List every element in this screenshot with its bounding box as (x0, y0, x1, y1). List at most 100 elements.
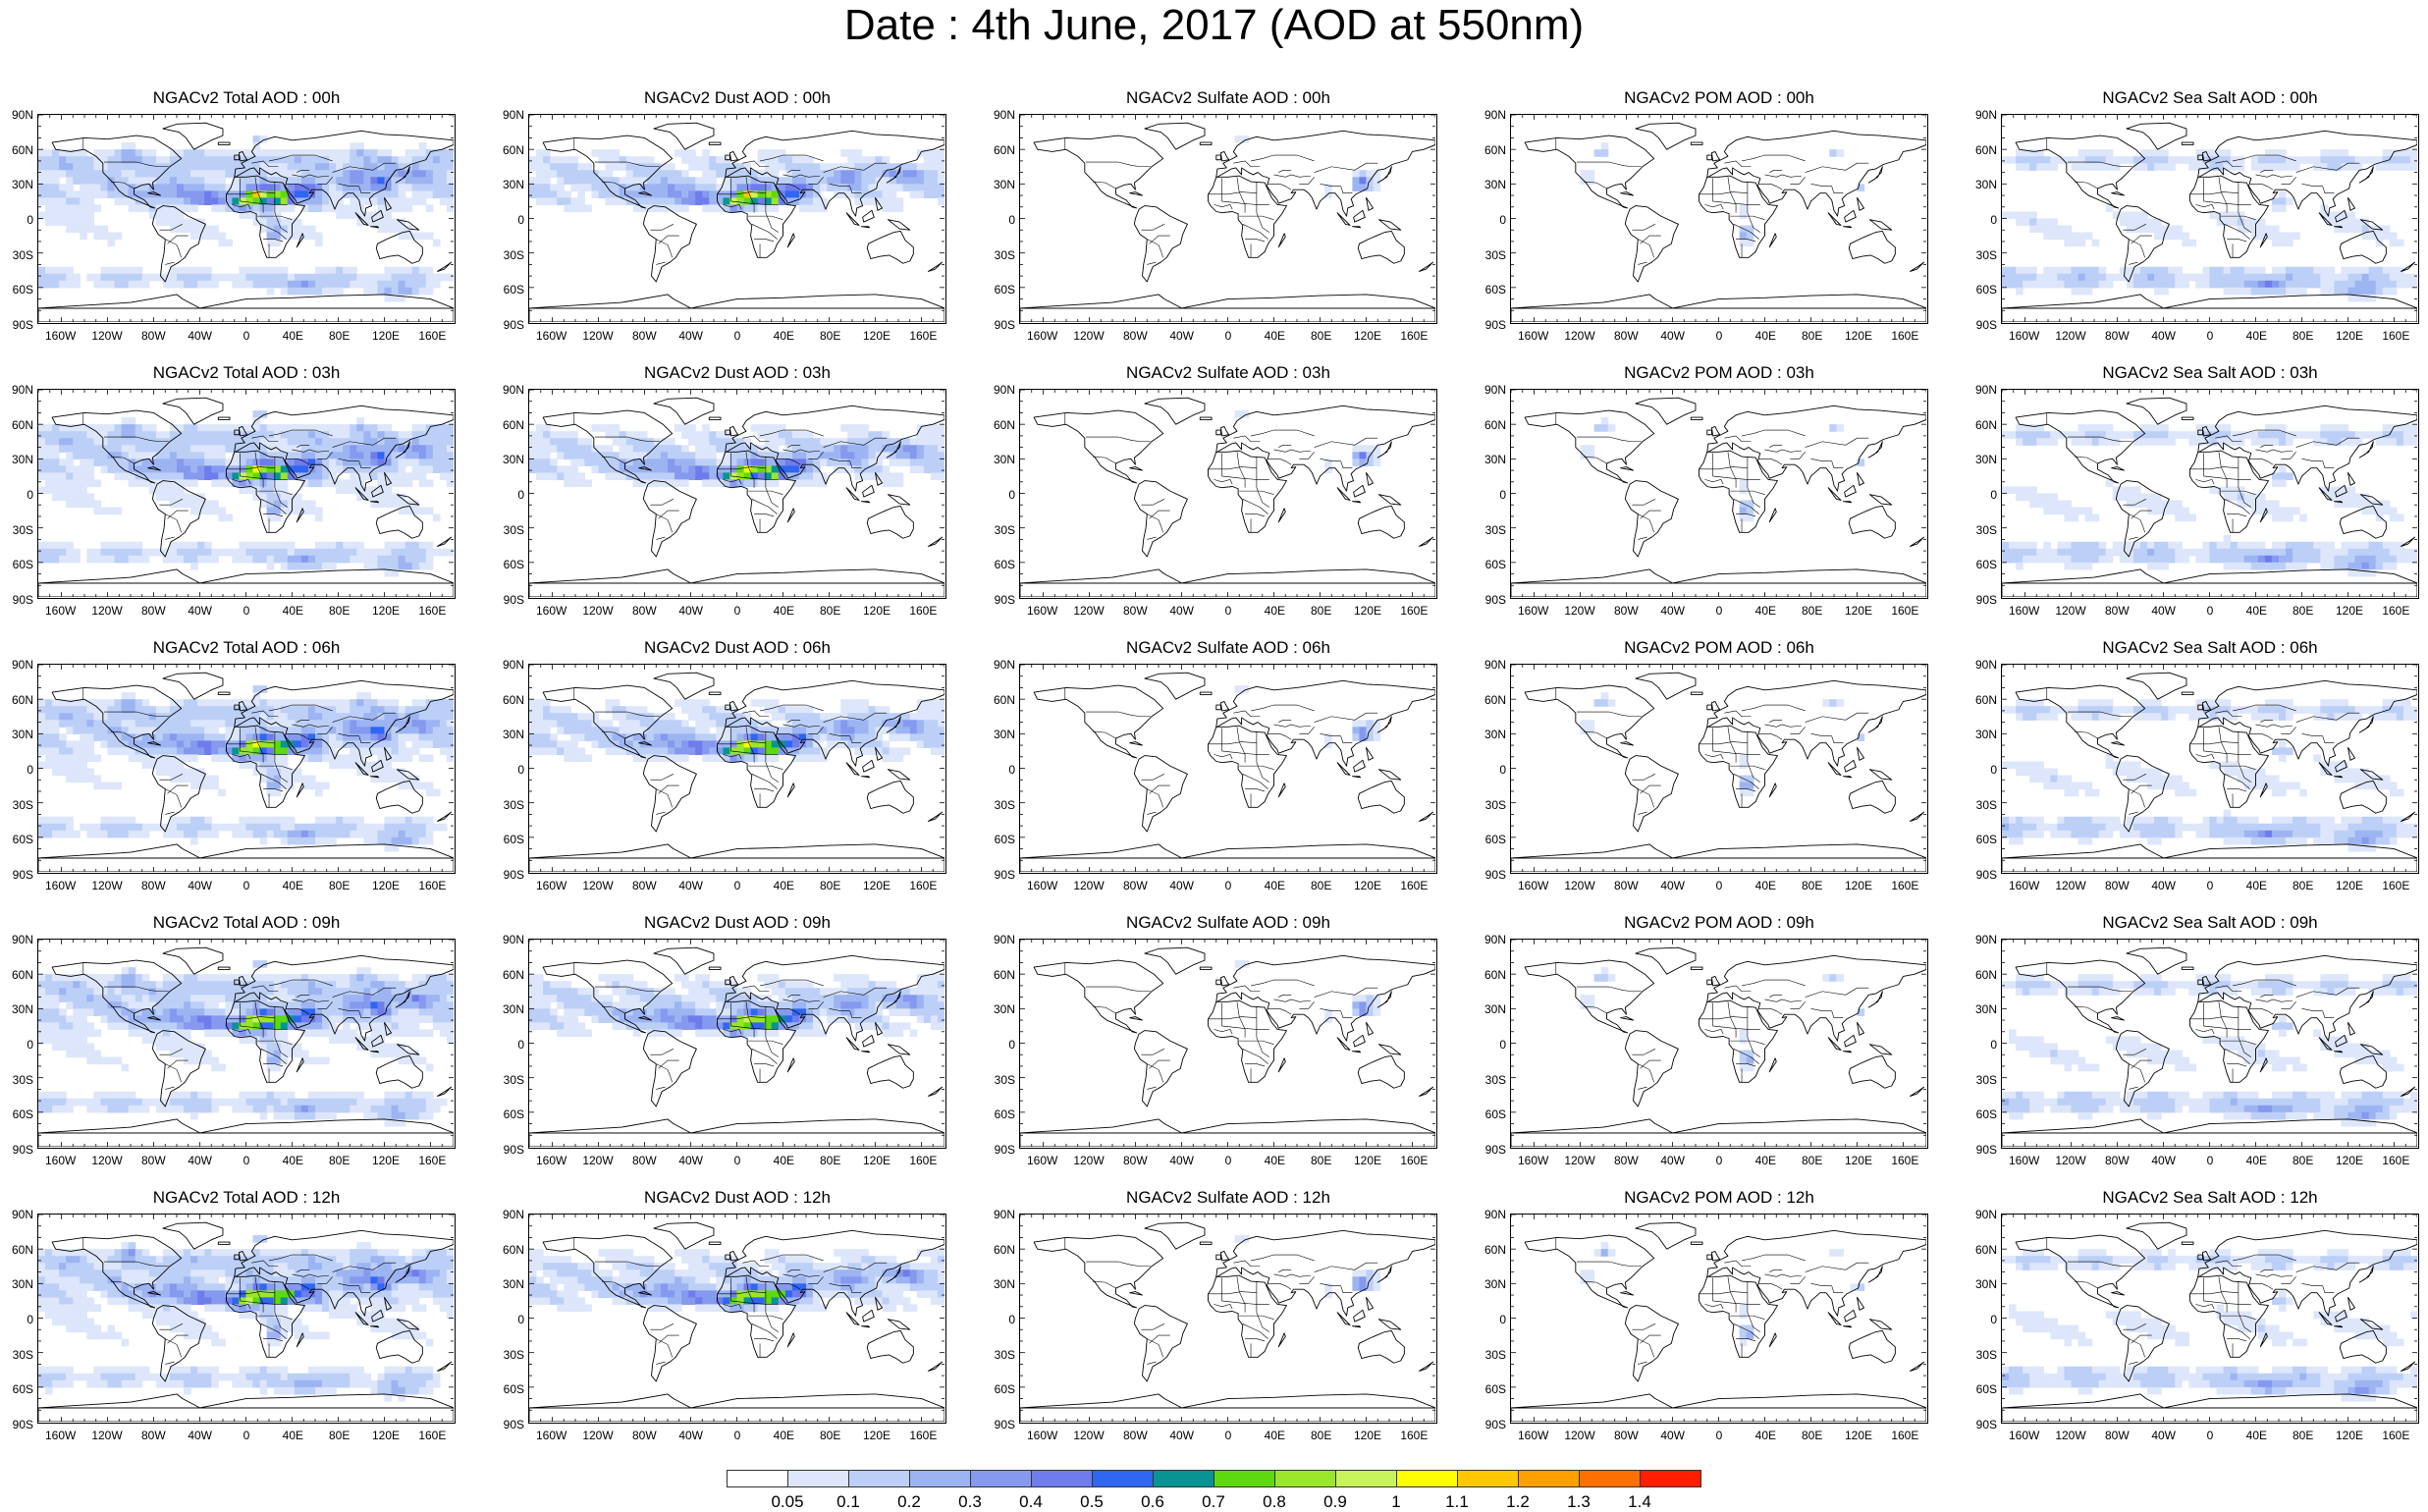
aod-grid-cell (307, 177, 316, 185)
aod-grid-cell (273, 754, 282, 763)
aod-grid-cell (80, 747, 87, 756)
aod-grid-cell (411, 1373, 420, 1381)
aod-grid-cell (384, 981, 393, 989)
aod-grid-cell (38, 1015, 46, 1023)
aod-grid-cell (177, 163, 185, 171)
aod-grid-cell (405, 1263, 413, 1270)
aod-grid-cell (245, 1098, 254, 1107)
aod-grid-cell (245, 1297, 254, 1306)
aod-grid-cell (350, 747, 357, 756)
aod-grid-cell (370, 720, 379, 728)
aod-grid-cell (411, 706, 420, 714)
aod-grid-cell (245, 1091, 254, 1100)
aod-grid-cell (239, 1091, 247, 1100)
aod-grid-cell (252, 452, 261, 459)
aod-grid-cell (322, 431, 330, 439)
aod-grid-cell (169, 1373, 178, 1381)
aod-grid-cell (350, 472, 357, 481)
aod-grid-cell (66, 465, 74, 473)
aod-grid-cell (169, 727, 178, 734)
aod-grid-cell (239, 486, 247, 495)
aod-grid-cell (177, 479, 185, 488)
aod-grid-cell (259, 1276, 268, 1284)
aod-grid-cell (363, 1276, 371, 1284)
aod-grid-cell (177, 1098, 185, 1107)
aod-grid-cell (350, 273, 357, 282)
coastline (147, 741, 161, 746)
aod-grid-cell (287, 747, 296, 756)
aod-grid-cell (197, 280, 205, 289)
aod-grid-cell (128, 156, 136, 164)
aod-grid-cell (177, 727, 185, 734)
aod-grid-cell (391, 472, 400, 481)
aod-grid-cell (128, 197, 136, 206)
aod-grid-cell (315, 1366, 323, 1375)
aod-grid-cell (266, 548, 275, 557)
aod-grid-cell (73, 424, 81, 432)
aod-grid-cell (446, 445, 454, 453)
aod-grid-cell (73, 981, 81, 989)
aod-grid-cell (280, 1036, 289, 1045)
aod-grid-cell (259, 699, 268, 707)
aod-grid-cell (432, 720, 441, 728)
aod-grid-cell (245, 197, 254, 206)
aod-grid-cell (52, 1283, 60, 1291)
aod-grid-cell (307, 1331, 316, 1340)
aod-grid-cell (674, 149, 682, 157)
aod-grid-cell (418, 727, 427, 734)
aod-grid-cell (141, 727, 150, 734)
aod-grid-cell (197, 548, 205, 557)
aod-grid-cell (266, 740, 275, 748)
aod-grid-cell (121, 967, 130, 975)
country-border (165, 1063, 182, 1083)
aod-grid-cell (343, 720, 351, 728)
aod-grid-cell (329, 190, 337, 198)
aod-grid-cell (287, 204, 296, 213)
aod-grid-cell (93, 775, 102, 783)
aod-grid-cell (391, 568, 400, 577)
aod-grid-cell (252, 706, 261, 714)
aod-grid-cell (398, 1098, 406, 1107)
aod-grid-cell (204, 699, 212, 707)
aod-grid-cell (398, 465, 406, 473)
aod-grid-cell (363, 1318, 371, 1326)
aod-grid-cell (356, 1283, 364, 1291)
aod-grid-cell (343, 1249, 351, 1257)
aod-grid-cell (232, 548, 241, 557)
aod-grid-cell (135, 995, 143, 1002)
aod-grid-cell (294, 837, 302, 845)
aod-grid-cell (343, 555, 351, 564)
aod-grid-cell (80, 988, 87, 996)
aod-grid-cell (315, 163, 323, 171)
aod-grid-cell (218, 156, 226, 164)
country-border (226, 466, 275, 470)
aod-grid-cell (204, 1022, 212, 1031)
aod-grid-cell (307, 830, 316, 838)
aod-grid-cell (245, 424, 254, 432)
aod-grid-cell (211, 445, 219, 453)
aod-grid-cell (259, 500, 268, 509)
aod-grid-cell (405, 479, 413, 488)
aod-grid-cell (391, 1379, 400, 1388)
aod-grid-cell (350, 740, 357, 748)
aod-grid-cell (225, 740, 233, 748)
aod-grid-cell (315, 823, 323, 832)
aod-grid-cell (232, 445, 241, 453)
aod-grid-cell (336, 555, 344, 564)
aod-grid-cell (384, 1290, 393, 1298)
aod-grid-cell (218, 177, 226, 185)
aod-grid-cell (107, 747, 116, 756)
aod-grid-cell (363, 493, 371, 502)
aod-grid-cell (384, 197, 393, 206)
aod-grid-cell (218, 507, 226, 515)
aod-grid-cell (280, 225, 289, 234)
aod-grid-cell (155, 452, 164, 459)
aod-grid-cell (329, 1091, 337, 1100)
aod-grid-cell (543, 149, 551, 157)
aod-grid-cell (148, 720, 157, 728)
aod-grid-cell (135, 1015, 143, 1023)
aod-grid-cell (280, 733, 289, 741)
aod-grid-cell (356, 1249, 364, 1257)
aod-grid-cell (45, 1091, 53, 1100)
aod-grid-cell (114, 1056, 123, 1065)
